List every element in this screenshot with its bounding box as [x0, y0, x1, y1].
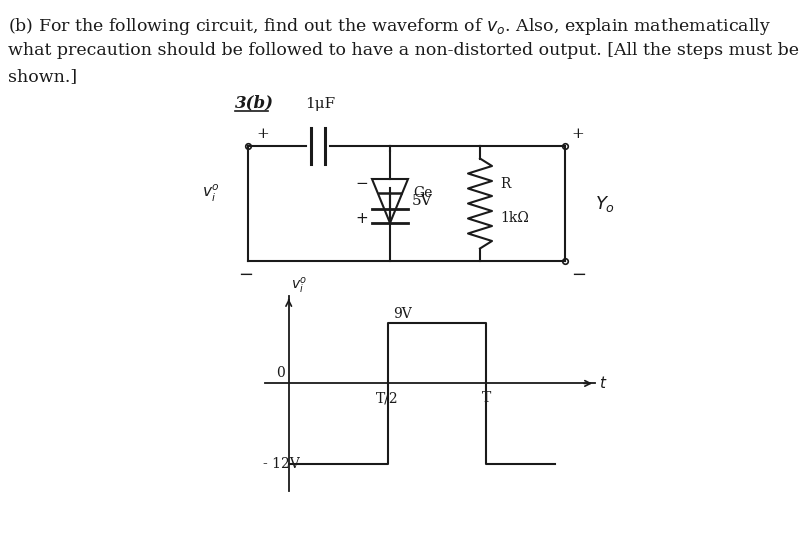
Text: 1μF: 1μF: [305, 97, 335, 111]
Text: shown.]: shown.]: [8, 68, 77, 85]
Text: $t$: $t$: [599, 376, 607, 391]
Text: T: T: [482, 391, 491, 406]
Text: 5V: 5V: [412, 194, 433, 208]
Text: what precaution should be followed to have a non-distorted output. [All the step: what precaution should be followed to ha…: [8, 42, 799, 59]
Text: 1kΩ: 1kΩ: [500, 211, 529, 225]
Text: $Y_o$: $Y_o$: [595, 193, 615, 213]
Text: T/2: T/2: [376, 391, 399, 406]
Text: 3(b): 3(b): [235, 94, 274, 111]
Text: $v_i^o$: $v_i^o$: [290, 276, 307, 296]
Text: +: +: [355, 211, 368, 226]
Text: −: −: [355, 176, 368, 191]
Text: +: +: [571, 127, 584, 141]
Text: 0: 0: [276, 366, 285, 380]
Text: (b) For the following circuit, find out the waveform of $v_o$. Also, explain mat: (b) For the following circuit, find out …: [8, 16, 771, 37]
Text: +: +: [256, 127, 269, 141]
Text: Ge: Ge: [413, 186, 432, 200]
Text: R: R: [500, 176, 510, 191]
Text: −: −: [238, 266, 253, 284]
Text: 9V: 9V: [394, 307, 412, 321]
Text: - 12V: - 12V: [263, 457, 300, 471]
Text: −: −: [571, 266, 586, 284]
Text: $v_i^o$: $v_i^o$: [202, 183, 220, 204]
